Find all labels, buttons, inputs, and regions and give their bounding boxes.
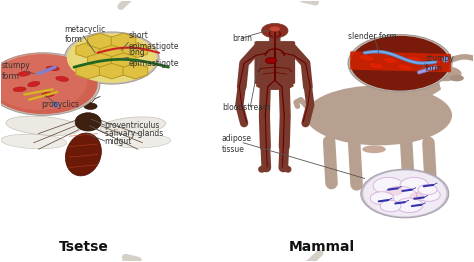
Ellipse shape xyxy=(27,81,40,87)
Ellipse shape xyxy=(18,71,31,76)
Circle shape xyxy=(396,198,423,212)
Text: long
epimastigote: long epimastigote xyxy=(128,48,179,68)
Ellipse shape xyxy=(65,133,101,176)
Ellipse shape xyxy=(46,66,59,71)
Text: bloodstream: bloodstream xyxy=(222,103,270,112)
Circle shape xyxy=(0,53,100,115)
Circle shape xyxy=(350,36,450,91)
Circle shape xyxy=(383,187,417,205)
Ellipse shape xyxy=(397,64,412,70)
Circle shape xyxy=(417,188,440,201)
Circle shape xyxy=(361,169,449,218)
Ellipse shape xyxy=(256,81,294,90)
Text: stumpy
form: stumpy form xyxy=(425,53,454,73)
Ellipse shape xyxy=(359,55,374,61)
Ellipse shape xyxy=(114,135,171,148)
Circle shape xyxy=(410,192,424,200)
Text: salivary glands: salivary glands xyxy=(105,129,163,138)
Circle shape xyxy=(67,33,156,83)
Ellipse shape xyxy=(421,65,436,72)
Polygon shape xyxy=(418,79,440,101)
Ellipse shape xyxy=(41,92,55,97)
FancyArrowPatch shape xyxy=(126,253,320,262)
Circle shape xyxy=(363,171,447,216)
Text: proventriculus: proventriculus xyxy=(105,121,160,130)
Text: adipose
tissue: adipose tissue xyxy=(222,134,252,154)
Text: stumpy
form: stumpy form xyxy=(1,61,30,81)
Circle shape xyxy=(380,200,401,212)
Circle shape xyxy=(348,35,452,92)
Text: slender form: slender form xyxy=(348,32,397,41)
Ellipse shape xyxy=(450,75,464,81)
Text: Mammal: Mammal xyxy=(289,240,355,254)
Ellipse shape xyxy=(369,63,384,69)
Text: short
epimastigote: short epimastigote xyxy=(128,31,179,51)
Text: metacyclic
form: metacyclic form xyxy=(64,25,106,44)
Circle shape xyxy=(387,186,404,196)
Circle shape xyxy=(262,23,288,38)
Ellipse shape xyxy=(6,116,81,135)
FancyBboxPatch shape xyxy=(269,36,281,42)
Ellipse shape xyxy=(84,103,97,110)
Ellipse shape xyxy=(426,57,441,64)
Ellipse shape xyxy=(0,53,87,110)
Text: procyclics: procyclics xyxy=(41,100,79,110)
Ellipse shape xyxy=(1,134,67,149)
Ellipse shape xyxy=(407,56,422,63)
Ellipse shape xyxy=(362,145,386,153)
Text: midgut: midgut xyxy=(105,137,132,146)
Circle shape xyxy=(0,54,98,114)
Ellipse shape xyxy=(383,57,398,64)
Ellipse shape xyxy=(75,113,101,131)
Ellipse shape xyxy=(56,76,69,81)
Ellipse shape xyxy=(429,65,439,69)
Circle shape xyxy=(373,177,403,194)
FancyBboxPatch shape xyxy=(255,41,295,84)
Circle shape xyxy=(400,177,428,193)
FancyArrowPatch shape xyxy=(121,0,315,7)
Text: brain: brain xyxy=(232,34,252,43)
Circle shape xyxy=(64,32,159,84)
Ellipse shape xyxy=(306,85,452,145)
Circle shape xyxy=(418,184,437,195)
Ellipse shape xyxy=(428,66,462,81)
Circle shape xyxy=(370,192,394,205)
Ellipse shape xyxy=(100,117,166,135)
Circle shape xyxy=(265,57,277,64)
Text: Tsetse: Tsetse xyxy=(58,240,109,254)
Ellipse shape xyxy=(270,26,280,31)
Ellipse shape xyxy=(13,87,26,92)
